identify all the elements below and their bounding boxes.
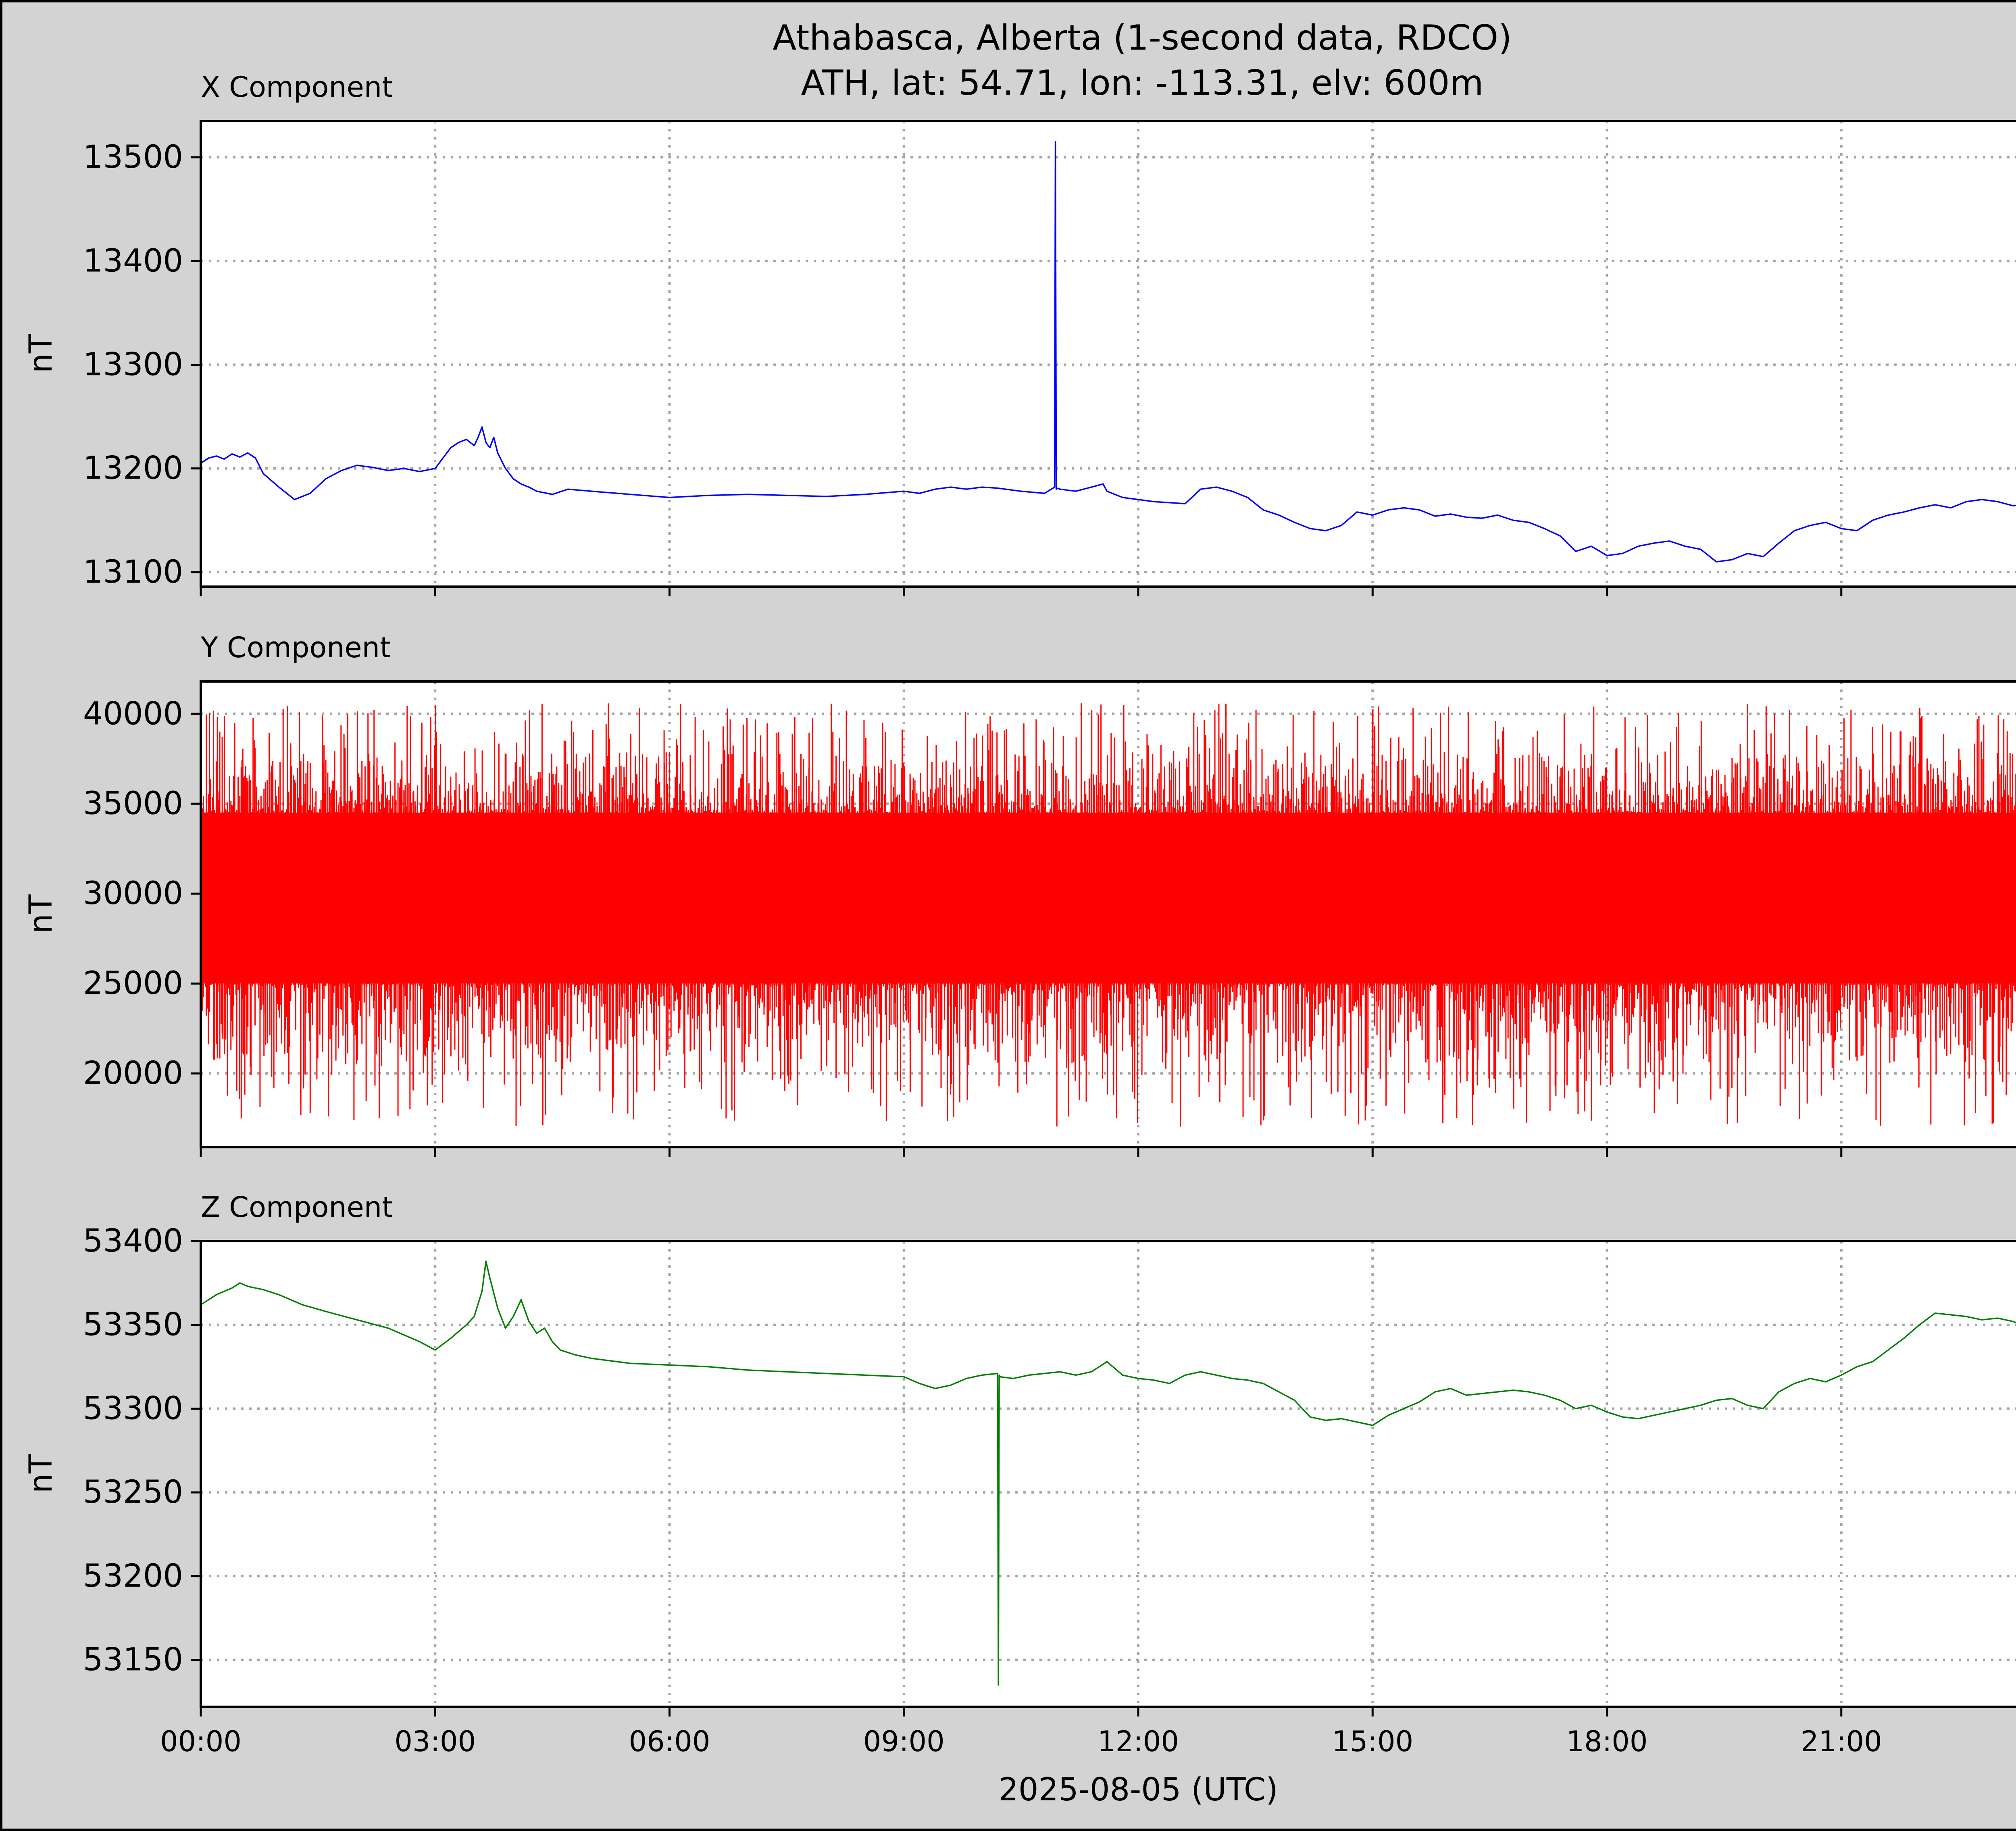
series-line xyxy=(200,1260,2016,1686)
y-tick-label: 13400 xyxy=(83,243,183,279)
y-tick-label: 13300 xyxy=(83,347,183,383)
panel-title: Z Component xyxy=(201,1191,393,1224)
y-tick-label: 53200 xyxy=(83,1558,183,1594)
x-tick-label: 06:00 xyxy=(629,1725,710,1758)
panel-title: X Component xyxy=(201,71,393,104)
x-tick-label: 09:00 xyxy=(863,1725,945,1758)
y-tick-label: 13200 xyxy=(83,450,183,487)
series-lines xyxy=(200,141,2016,563)
plot-area xyxy=(201,1241,2016,1707)
y-axis-label: nT xyxy=(23,894,59,933)
axis-ticks: 13100 13200 13300 13400 13500 xyxy=(83,139,1843,596)
y-tick-label: 30000 xyxy=(83,875,183,912)
x-tick-label: 21:00 xyxy=(1801,1725,1882,1758)
y-axis-label: nT xyxy=(23,1454,59,1493)
y-tick-label: 13500 xyxy=(83,139,183,175)
axis-ticks: 20000 25000 30000 35000 40000 xyxy=(83,696,1843,1157)
x-tick-label: 03:00 xyxy=(394,1725,476,1758)
panel-title: Y Component xyxy=(200,631,391,664)
x-tick-label: 15:00 xyxy=(1332,1725,1413,1758)
x-tick-label: 18:00 xyxy=(1566,1725,1648,1758)
y-tick-label: 53250 xyxy=(83,1474,183,1510)
series-line xyxy=(200,141,2016,563)
x-tick-label: 00:00 xyxy=(160,1725,242,1758)
figure-title-line2: ATH, lat: 54.71, lon: -113.31, elv: 600m xyxy=(801,63,1484,103)
x-component-panel: X Component 13100 13200 13300 13400 13500 nT xyxy=(23,71,2016,596)
y-component-panel: Y Component 20000 25000 30000 35000 40000 nT xyxy=(23,631,2016,1157)
series-lines xyxy=(200,1260,2016,1686)
z-component-panel: Z Component 00:00 03:00 06:00 09:00 12:00 15:… xyxy=(23,1191,2016,1758)
y-tick-label: 35000 xyxy=(83,785,183,822)
y-tick-label: 13100 xyxy=(83,554,183,590)
y-tick-label: 20000 xyxy=(83,1055,183,1092)
axis-ticks: 00:00 03:00 06:00 09:00 12:00 15:00 18:00 21:00… xyxy=(83,1223,1882,1758)
y-tick-label: 25000 xyxy=(83,965,183,1002)
figure-title-line1: Athabasca, Alberta (1-second data, RDCO) xyxy=(773,18,1512,58)
y-tick-label: 53150 xyxy=(83,1642,183,1678)
y-axis-label: nT xyxy=(23,334,59,373)
y-tick-label: 40000 xyxy=(83,696,183,732)
series-lines xyxy=(200,703,2016,1127)
y-tick-label: 53300 xyxy=(83,1390,183,1427)
x-tick-label: 12:00 xyxy=(1098,1725,1179,1758)
y-tick-label: 53350 xyxy=(83,1307,183,1343)
plot-area xyxy=(201,121,2016,587)
x-axis-label: 2025-08-05 (UTC) xyxy=(998,1772,1278,1808)
y-tick-label: 53400 xyxy=(83,1223,183,1259)
